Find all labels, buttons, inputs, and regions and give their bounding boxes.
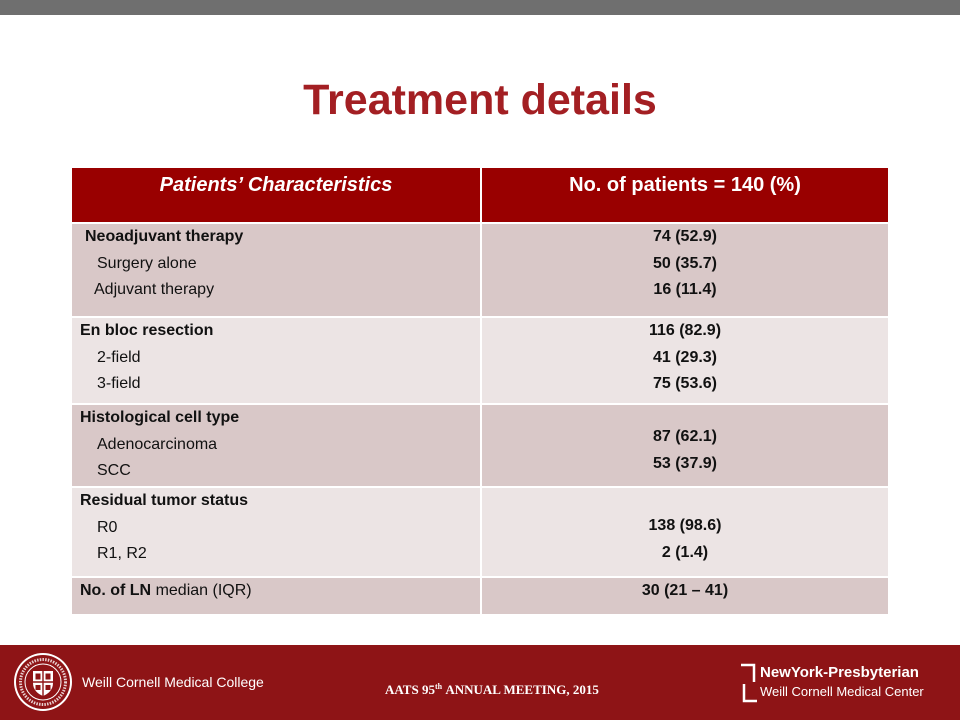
table-row: No. of LN median (IQR) 30 (21 – 41) bbox=[72, 578, 888, 614]
row-value: 138 (98.6) bbox=[648, 517, 722, 534]
meeting-label-main: AATS 95 bbox=[385, 682, 435, 697]
row-value-cell: 30 (21 – 41) bbox=[482, 578, 888, 614]
weill-cornell-seal-logo bbox=[14, 653, 72, 711]
newyork-presbyterian-logo bbox=[741, 663, 757, 703]
row-value: 87 (62.1) bbox=[652, 428, 718, 445]
table-row: En bloc resection 2-field 3-field 116 (8… bbox=[72, 318, 888, 403]
row-label: Histological cell type bbox=[80, 409, 240, 426]
meeting-label: AATS 95th ANNUAL MEETING, 2015 bbox=[385, 681, 599, 699]
row-value: 74 (52.9) bbox=[652, 228, 718, 245]
table-row: Histological cell type Adenocarcinoma SC… bbox=[72, 405, 888, 486]
row-value: 16 (11.4) bbox=[653, 281, 717, 298]
row-label: Neoadjuvant therapy bbox=[85, 228, 244, 245]
slide-title: Treatment details bbox=[303, 76, 657, 124]
row-value: 75 (53.6) bbox=[652, 375, 718, 392]
meeting-label-rest: ANNUAL MEETING, 2015 bbox=[445, 682, 599, 697]
row-sublabel: R0 bbox=[97, 518, 118, 536]
row-value-cell: 74 (52.9) 50 (35.7) 16 (11.4) bbox=[482, 224, 888, 316]
header-characteristics: Patients’ Characteristics bbox=[72, 168, 480, 222]
nyp-name: NewYork-Presbyterian bbox=[760, 664, 919, 681]
header-patient-count: No. of patients = 140 (%) bbox=[482, 168, 888, 222]
row-label-suffix: median (IQR) bbox=[155, 582, 252, 599]
row-label-cell: Histological cell type Adenocarcinoma SC… bbox=[72, 405, 480, 486]
nyp-center-name: Weill Cornell Medical Center bbox=[760, 684, 924, 699]
row-value: 30 (21 – 41) bbox=[641, 582, 729, 599]
row-label-cell: No. of LN median (IQR) bbox=[72, 578, 480, 614]
row-value: 50 (35.7) bbox=[652, 254, 718, 272]
weill-cornell-college-name: Weill Cornell Medical College bbox=[82, 674, 264, 690]
table-header-row: Patients’ Characteristics No. of patient… bbox=[72, 168, 888, 222]
row-value: 2 (1.4) bbox=[661, 543, 709, 561]
row-label: No. of LN median (IQR) bbox=[80, 578, 480, 605]
meeting-label-ordinal: th bbox=[434, 682, 443, 691]
row-label-cell: En bloc resection 2-field 3-field bbox=[72, 318, 480, 403]
table-row: Residual tumor status R0 R1, R2 138 (98.… bbox=[72, 488, 888, 576]
row-sublabel: SCC bbox=[97, 462, 131, 479]
table-row: Neoadjuvant therapy Surgery alone Adjuva… bbox=[72, 224, 888, 316]
row-label: Residual tumor status bbox=[80, 492, 249, 509]
row-sublabel: R1, R2 bbox=[97, 545, 147, 562]
row-sublabel: Surgery alone bbox=[97, 254, 197, 272]
row-label: En bloc resection bbox=[80, 322, 214, 339]
row-value-cell: 138 (98.6) 2 (1.4) bbox=[482, 488, 888, 576]
row-label-bold: No. of LN bbox=[80, 582, 152, 599]
row-sublabel: 3-field bbox=[97, 375, 141, 392]
row-value: 53 (37.9) bbox=[652, 454, 718, 472]
row-sublabel: 2-field bbox=[97, 348, 141, 366]
row-value: 116 (82.9) bbox=[648, 322, 722, 339]
top-bar bbox=[0, 0, 960, 15]
row-sublabel: Adjuvant therapy bbox=[94, 281, 215, 298]
row-label-cell: Residual tumor status R0 R1, R2 bbox=[72, 488, 480, 576]
row-value-cell: 87 (62.1) 53 (37.9) bbox=[482, 405, 888, 486]
treatment-table: Patients’ Characteristics No. of patient… bbox=[72, 168, 888, 616]
footer-band: Weill Cornell Medical College AATS 95th A… bbox=[0, 645, 960, 720]
row-sublabel: Adenocarcinoma bbox=[97, 435, 218, 453]
row-label-cell: Neoadjuvant therapy Surgery alone Adjuva… bbox=[72, 224, 480, 316]
row-value-cell: 116 (82.9) 41 (29.3) 75 (53.6) bbox=[482, 318, 888, 403]
row-value: 41 (29.3) bbox=[652, 348, 718, 366]
